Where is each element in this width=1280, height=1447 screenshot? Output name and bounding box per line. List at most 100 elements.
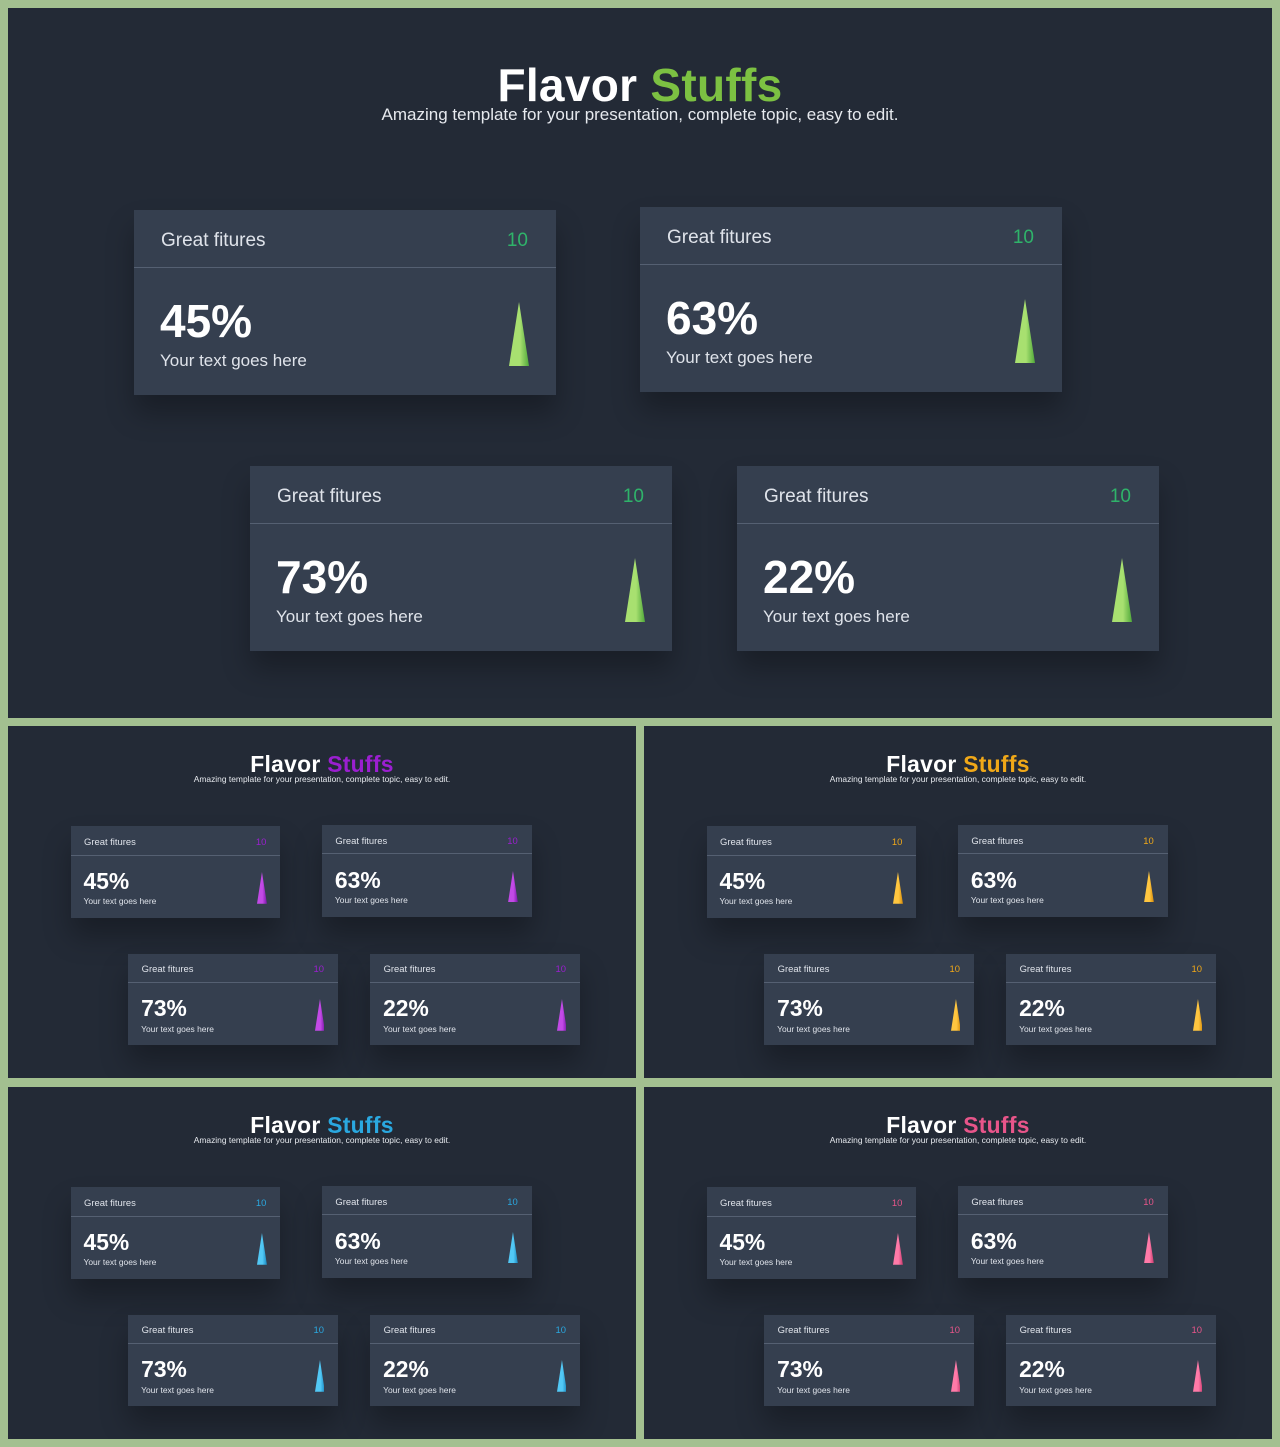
slide-subtitle: Amazing template for your presentation, … xyxy=(193,1135,451,1146)
cone-icon xyxy=(1015,299,1035,368)
feature-card: Great fitures 10 73% Your text goes here xyxy=(764,953,974,1046)
title-main: Flavor xyxy=(250,1111,321,1138)
card-percent: 45% xyxy=(719,868,766,895)
feature-card: Great fitures 10 63% Your text goes here xyxy=(958,1185,1168,1278)
slide-title: Flavor Stuffs xyxy=(8,751,636,778)
card-percent: 22% xyxy=(383,995,429,1022)
card-label: Great fitures xyxy=(1019,963,1072,975)
card-header: Great fitures 10 xyxy=(764,954,974,983)
card-header: Great fitures 10 xyxy=(370,1315,580,1344)
title-accent: Stuffs xyxy=(963,1111,1030,1138)
feature-card: Great fitures 10 63% Your text goes here xyxy=(322,824,532,917)
card-count: 10 xyxy=(255,1197,267,1209)
cone-icon xyxy=(950,1360,961,1397)
feature-card: Great fitures 10 22% Your text goes here xyxy=(1006,953,1216,1046)
card-percent: 45% xyxy=(83,868,130,895)
feature-card: Great fitures 10 73% Your text goes here xyxy=(764,1314,974,1407)
card-label: Great fitures xyxy=(335,1195,388,1207)
cone-icon xyxy=(508,870,519,908)
cone-icon xyxy=(625,558,645,627)
card-label: Great fitures xyxy=(383,1324,436,1336)
card-label: Great fitures xyxy=(84,836,136,848)
slide-title: Flavor Stuffs xyxy=(644,1112,1272,1139)
card-text: Your text goes here xyxy=(160,351,307,370)
card-text: Your text goes here xyxy=(777,1384,850,1395)
slide-5: Flavor Stuffs Amazing template for your p… xyxy=(644,1087,1272,1439)
card-header: Great fitures 10 xyxy=(737,466,1159,524)
card-label: Great fitures xyxy=(971,834,1024,846)
card-label: Great fitures xyxy=(277,486,382,507)
card-label: Great fitures xyxy=(720,1197,772,1209)
card-count: 10 xyxy=(949,963,960,975)
card-percent: 73% xyxy=(141,995,187,1022)
card-header: Great fitures 10 xyxy=(1006,1315,1216,1344)
card-percent: 45% xyxy=(719,1229,766,1256)
feature-card: Great fitures 10 45% Your text goes here xyxy=(706,1187,917,1280)
slide-subtitle: Amazing template for your presentation, … xyxy=(829,774,1087,785)
cone-icon xyxy=(556,1360,567,1397)
feature-card: Great fitures 10 73% Your text goes here xyxy=(128,1314,338,1407)
feature-card: Great fitures 10 73% Your text goes here xyxy=(128,953,338,1046)
card-text: Your text goes here xyxy=(383,1023,456,1034)
card-label: Great fitures xyxy=(335,834,388,846)
card-header: Great fitures 10 xyxy=(250,466,672,524)
title-accent: Stuffs xyxy=(327,750,394,777)
card-header: Great fitures 10 xyxy=(764,1315,974,1344)
cone-icon xyxy=(1112,558,1132,627)
card-text: Your text goes here xyxy=(970,1255,1044,1266)
slide-subtitle: Amazing template for your presentation, … xyxy=(193,774,451,785)
card-text: Your text goes here xyxy=(719,896,793,907)
card-percent: 22% xyxy=(383,1356,429,1383)
slide-title: Flavor Stuffs xyxy=(8,58,1272,112)
feature-card: Great fitures 10 63% Your text goes here xyxy=(322,1185,532,1278)
slide-subtitle: Amazing template for your presentation, … xyxy=(829,1135,1087,1146)
title-main: Flavor xyxy=(250,750,321,777)
card-count: 10 xyxy=(891,836,903,848)
feature-card: Great fitures 10 45% Your text goes here xyxy=(70,826,281,919)
card-percent: 73% xyxy=(777,1356,823,1383)
card-text: Your text goes here xyxy=(763,607,910,626)
title-main: Flavor xyxy=(497,59,638,111)
cone-icon xyxy=(509,302,529,371)
title-main: Flavor xyxy=(886,1111,957,1138)
card-text: Your text goes here xyxy=(777,1023,850,1034)
card-header: Great fitures 10 xyxy=(134,210,556,268)
card-header: Great fitures 10 xyxy=(958,825,1168,855)
title-accent: Stuffs xyxy=(327,1111,394,1138)
cone-icon xyxy=(1144,870,1155,908)
cone-icon xyxy=(256,1233,267,1270)
card-label: Great fitures xyxy=(84,1197,136,1209)
slide-title: Flavor Stuffs xyxy=(8,1112,636,1139)
card-label: Great fitures xyxy=(777,1324,830,1336)
card-label: Great fitures xyxy=(971,1195,1024,1207)
card-text: Your text goes here xyxy=(1019,1384,1092,1395)
title-main: Flavor xyxy=(886,750,957,777)
feature-card: Great fitures 10 45% Your text goes here xyxy=(70,1187,281,1280)
card-percent: 73% xyxy=(777,995,823,1022)
slide-3: Flavor Stuffs Amazing template for your p… xyxy=(644,726,1272,1078)
card-percent: 63% xyxy=(666,292,759,344)
cone-icon xyxy=(508,1231,519,1269)
card-percent: 45% xyxy=(83,1229,130,1256)
feature-card: Great fitures 10 63% Your text goes here xyxy=(640,207,1062,392)
cone-icon xyxy=(1192,999,1203,1036)
title-accent: Stuffs xyxy=(963,750,1030,777)
card-header: Great fitures 10 xyxy=(1006,954,1216,983)
card-text: Your text goes here xyxy=(334,1255,408,1266)
card-label: Great fitures xyxy=(141,1324,194,1336)
card-count: 10 xyxy=(313,1324,324,1336)
card-count: 10 xyxy=(555,963,566,975)
card-count: 10 xyxy=(1109,486,1131,507)
card-count: 10 xyxy=(1143,834,1154,846)
cone-icon xyxy=(314,1360,325,1397)
feature-card: Great fitures 10 22% Your text goes here xyxy=(370,953,580,1046)
cone-icon xyxy=(256,872,267,909)
card-percent: 22% xyxy=(1019,995,1065,1022)
card-count: 10 xyxy=(313,963,324,975)
slide-subtitle: Amazing template for your presentation, … xyxy=(381,105,899,124)
card-percent: 45% xyxy=(160,295,253,347)
card-header: Great fitures 10 xyxy=(370,954,580,983)
cone-icon xyxy=(556,999,567,1036)
card-percent: 73% xyxy=(141,1356,187,1383)
card-count: 10 xyxy=(507,1195,518,1207)
